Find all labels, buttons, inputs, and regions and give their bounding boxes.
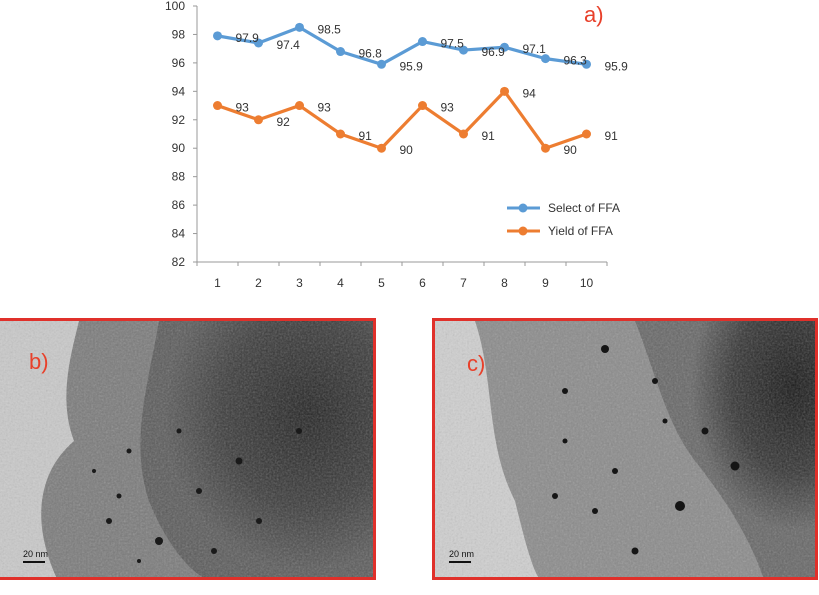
data-labels: 97.9 97.4 98.5 96.8 95.9 97.5 96.9 97.1 96.3 95.9… <box>236 22 629 157</box>
x-tick-labels: 1 2 3 4 5 6 7 8 9 10 <box>196 262 608 290</box>
scale-label-b: 20 nm <box>23 549 49 559</box>
data-label: 96.9 <box>482 45 506 59</box>
data-point <box>541 54 550 64</box>
data-label: 95.9 <box>605 59 629 73</box>
legend-swatch-marker <box>518 226 528 236</box>
series-line-1 <box>217 25 587 66</box>
x-tick-label: 4 <box>337 276 344 290</box>
data-label: 97.4 <box>277 38 301 52</box>
y-tick-label: 98 <box>172 27 186 41</box>
x-tick-label: 8 <box>501 276 508 290</box>
legend-swatch-marker <box>518 203 528 213</box>
x-tick-label: 10 <box>580 276 594 290</box>
data-point <box>295 101 304 111</box>
data-point <box>336 129 345 139</box>
data-point <box>254 38 263 48</box>
x-tick-label: 5 <box>378 276 385 290</box>
data-point <box>336 47 345 57</box>
x-tick-label: 1 <box>214 276 221 290</box>
y-tick-label: 90 <box>172 141 186 155</box>
data-point <box>254 115 263 125</box>
data-point <box>500 86 509 96</box>
panel-label-c: c) <box>467 351 486 376</box>
data-label: 95.9 <box>400 59 424 73</box>
x-tick-label: 7 <box>460 276 467 290</box>
data-label: 94 <box>523 86 537 100</box>
y-tick-label: 84 <box>172 227 186 241</box>
y-tick-label: 100 <box>165 0 185 13</box>
scale-bar-b <box>23 561 45 563</box>
data-point <box>295 22 304 32</box>
tem-image-c <box>435 321 815 577</box>
series-lines <box>216 25 588 150</box>
data-point <box>213 101 222 111</box>
data-label: 98.5 <box>318 22 342 36</box>
y-tick-label: 96 <box>172 56 186 70</box>
data-label: 92 <box>277 115 291 129</box>
x-tick-label: 3 <box>296 276 303 290</box>
panel-label-a: a) <box>584 2 604 27</box>
scale-label-c: 20 nm <box>449 549 475 559</box>
y-tick-label: 82 <box>172 255 186 269</box>
panel-label-b: b) <box>29 349 49 374</box>
x-tick-label: 9 <box>542 276 549 290</box>
data-point <box>500 42 509 52</box>
data-label: 93 <box>441 101 455 115</box>
data-point <box>541 143 550 153</box>
y-tick-label: 92 <box>172 113 186 127</box>
x-tick-label: 6 <box>419 276 426 290</box>
data-point <box>377 59 386 69</box>
series-points <box>213 22 591 153</box>
y-tick-label: 86 <box>172 198 186 212</box>
data-label: 97.5 <box>441 37 465 51</box>
tem-image-b <box>0 321 373 577</box>
micrograph-c: c) 20 nm <box>432 318 818 580</box>
x-tick-label: 2 <box>255 276 262 290</box>
data-label: 91 <box>359 129 373 143</box>
data-point <box>459 129 468 139</box>
micrograph-b: b) 20 nm <box>0 318 376 580</box>
data-label: 91 <box>482 129 496 143</box>
data-label: 97.9 <box>236 31 260 45</box>
data-point <box>418 37 427 47</box>
data-label: 91 <box>605 129 619 143</box>
legend-label: Yield of FFA <box>548 224 613 238</box>
y-tick-label: 94 <box>172 84 186 98</box>
legend-label: Select of FFA <box>548 201 620 215</box>
data-point <box>582 59 591 69</box>
data-point <box>213 31 222 41</box>
data-label: 97.1 <box>523 42 547 56</box>
series-line-2 <box>216 89 588 150</box>
data-label: 90 <box>564 143 578 157</box>
data-point <box>418 101 427 111</box>
data-label: 93 <box>236 101 250 115</box>
data-label: 90 <box>400 143 414 157</box>
data-point <box>459 45 468 55</box>
y-tick-labels: 82 84 86 88 90 92 94 96 98 100 <box>165 0 197 269</box>
data-point <box>582 129 591 139</box>
data-label: 93 <box>318 101 332 115</box>
data-label: 96.3 <box>564 54 588 68</box>
legend: Select of FFA Yield of FFA <box>507 201 620 238</box>
data-point <box>377 143 386 153</box>
y-tick-label: 88 <box>172 170 186 184</box>
scale-bar-c <box>449 561 471 563</box>
data-label: 96.8 <box>359 47 383 61</box>
